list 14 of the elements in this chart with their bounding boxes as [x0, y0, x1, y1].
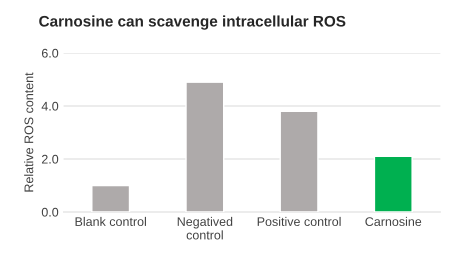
- x-tick-label: Negatived control: [178, 216, 232, 240]
- x-tick-label: Carnosine: [365, 216, 422, 226]
- y-tick-label: 2.0: [42, 154, 58, 164]
- x-tick-label: Positive control: [258, 216, 341, 226]
- x-tick-label: Blank control: [76, 216, 146, 226]
- bar: [185, 81, 224, 212]
- bar: [374, 156, 413, 212]
- y-tick-label: 4.0: [42, 102, 58, 111]
- bar: [280, 110, 319, 212]
- y-tick-label: 0.0: [42, 208, 58, 217]
- chart-title: Carnosine can scavenge intracellular ROS: [39, 15, 346, 30]
- y-tick-label: 6.0: [42, 48, 58, 58]
- y-axis-title: Relative ROS content: [24, 72, 34, 192]
- bar: [91, 184, 130, 212]
